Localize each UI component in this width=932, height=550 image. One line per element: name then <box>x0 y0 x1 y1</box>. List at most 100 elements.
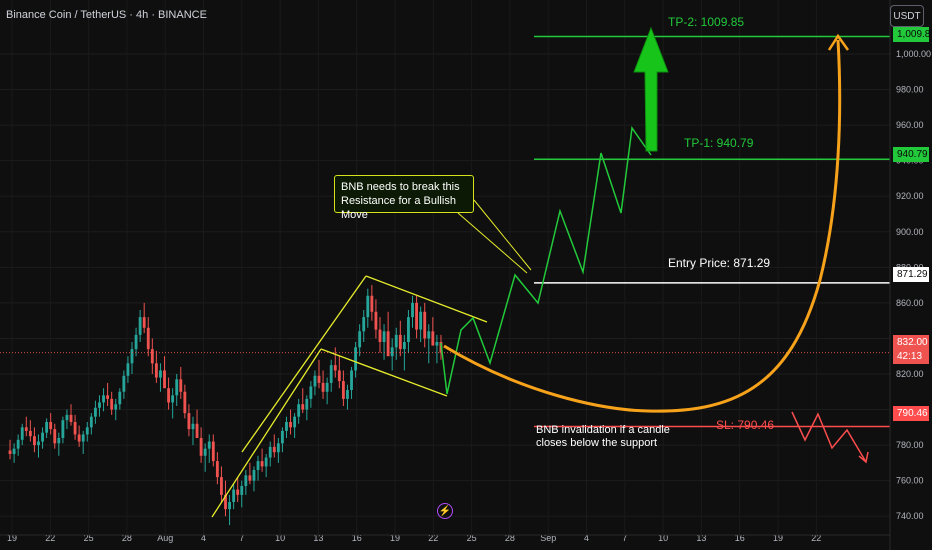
candle-body <box>77 434 81 442</box>
candle-body <box>276 443 280 453</box>
candle-body <box>126 363 130 376</box>
candle-body <box>207 441 211 449</box>
y-tick-label: 960.00 <box>896 120 924 130</box>
orange-recovery-curve <box>443 39 842 413</box>
candle-body <box>431 331 435 346</box>
x-tick-label: 22 <box>428 533 438 543</box>
candle-body <box>337 370 341 382</box>
candle-body <box>171 395 175 403</box>
candle-body <box>191 423 195 430</box>
entry-label: Entry Price: 871.29 <box>668 256 771 270</box>
tp1-price-badge: 940.79 <box>893 147 929 162</box>
bearish-arrowhead <box>858 451 869 464</box>
candle-body <box>130 349 134 364</box>
candle-body <box>61 420 65 438</box>
candle-body <box>411 302 414 318</box>
x-tick-label: Sep <box>540 533 556 543</box>
candle-body <box>154 363 158 378</box>
candle-body <box>20 427 24 440</box>
y-tick-label: 980.00 <box>896 85 924 95</box>
x-tick-label: 7 <box>622 533 627 543</box>
candle-body <box>423 311 427 339</box>
candle-body <box>419 311 423 330</box>
candle-body <box>321 382 325 392</box>
candle-body <box>350 370 353 390</box>
tp2-label: TP-2: 1009.85 <box>668 15 745 29</box>
x-tick-label: 10 <box>275 533 285 543</box>
channel-line <box>241 275 367 453</box>
candle-body <box>398 334 402 350</box>
candle-body <box>329 365 333 383</box>
x-tick-label: 28 <box>505 533 515 543</box>
candle-body <box>313 375 317 387</box>
candle-body <box>159 370 162 378</box>
candle-body <box>146 327 150 350</box>
candle-body <box>248 475 252 481</box>
candle-body <box>183 391 187 414</box>
invalidation-note: BNB invalidation if a candle closes belo… <box>536 424 670 449</box>
candle-body <box>309 386 313 399</box>
candle-body <box>98 402 101 408</box>
y-tick-label: 780.00 <box>896 440 924 450</box>
tp2-price-badge: 1,009.85 <box>893 27 932 42</box>
x-tick-label: 22 <box>811 533 821 543</box>
candle-body <box>333 365 337 371</box>
bearish-projection-path <box>791 411 867 463</box>
x-tick-label: 4 <box>584 533 589 543</box>
candle-body <box>366 295 370 318</box>
y-tick-label: 760.00 <box>896 476 924 486</box>
candle-body <box>224 494 227 510</box>
candle-body <box>256 461 260 470</box>
y-tick-label: 820.00 <box>896 369 924 379</box>
candle-body <box>37 441 40 446</box>
x-tick-label: 22 <box>45 533 55 543</box>
x-tick-label: 19 <box>390 533 400 543</box>
x-tick-label: 25 <box>467 533 477 543</box>
candle-body <box>374 311 378 330</box>
callout-pointer <box>473 199 532 271</box>
candle-body <box>415 302 418 330</box>
candle-body <box>280 430 284 444</box>
bullish-projection-path <box>440 125 652 395</box>
tp1-label: TP-1: 940.79 <box>684 136 754 150</box>
candle-body <box>305 398 309 410</box>
x-tick-label: 19 <box>7 533 17 543</box>
candle-body <box>167 388 171 403</box>
candle-body <box>252 470 256 481</box>
channel-line <box>320 348 448 397</box>
candle-body <box>195 423 199 438</box>
candle-body <box>150 349 154 364</box>
chart-title: Binance Coin / TetherUS · 4h · BINANCE <box>6 9 207 21</box>
currency-button[interactable]: USDT <box>890 5 924 27</box>
candle-body <box>16 439 20 449</box>
x-tick-label: 28 <box>122 533 132 543</box>
x-tick-label: 16 <box>735 533 745 543</box>
resistance-callout: BNB needs to break this Resistance for a… <box>334 175 474 221</box>
candle-body <box>346 390 349 399</box>
candle-body <box>215 461 219 478</box>
candle-body <box>272 446 276 453</box>
candle-body <box>65 414 69 421</box>
lightning-icon[interactable]: ⚡ <box>437 503 453 519</box>
candle-body <box>211 441 215 462</box>
candle-body <box>325 382 329 392</box>
candle-body <box>362 317 366 332</box>
channel-line <box>365 275 488 323</box>
candle-body <box>297 404 301 417</box>
candle-body <box>138 317 142 335</box>
candle-body <box>102 395 105 403</box>
x-tick-label: 19 <box>773 533 783 543</box>
candle-body <box>187 413 191 430</box>
y-tick-label: 900.00 <box>896 227 924 237</box>
candle-body <box>301 404 305 410</box>
candle-body <box>57 438 61 444</box>
candle-body <box>232 489 236 502</box>
candle-body <box>386 331 390 357</box>
candle-body <box>264 457 268 467</box>
candle-body <box>49 422 53 430</box>
candle-body <box>220 477 223 495</box>
candle-body <box>118 391 122 405</box>
candle-body <box>28 430 32 437</box>
candle-body <box>179 379 183 392</box>
